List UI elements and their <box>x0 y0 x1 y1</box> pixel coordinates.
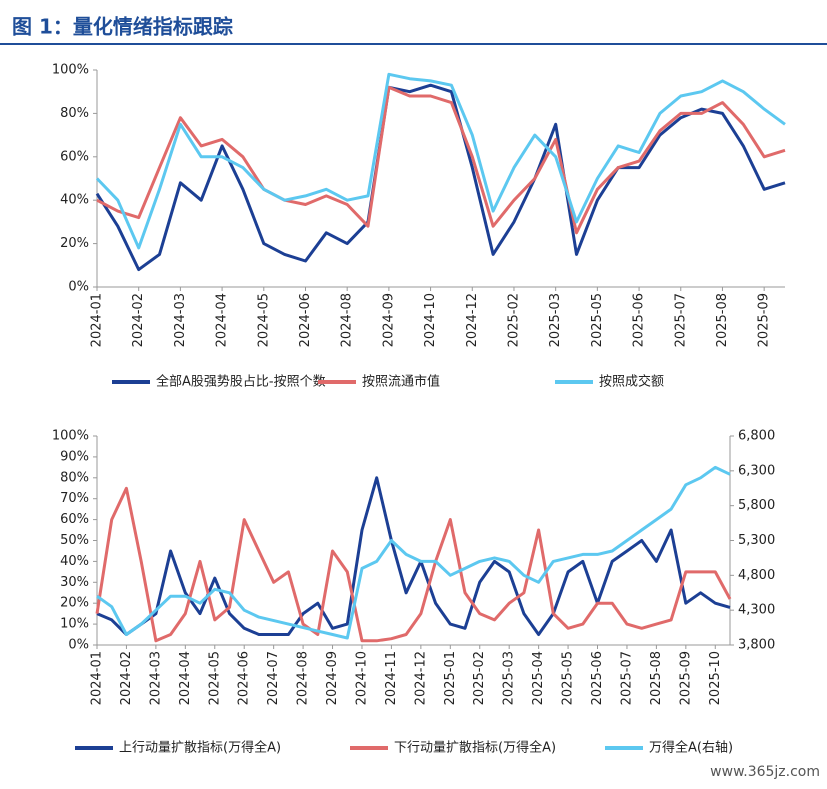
x-tick-label: 2024-10 <box>423 293 438 347</box>
x-tick-label: 2025-07 <box>619 651 634 705</box>
x-tick-label: 2025-05 <box>561 651 576 705</box>
x-tick-label: 2024-06 <box>237 651 252 705</box>
y-tick-label: 100% <box>52 63 89 78</box>
y2-tick-label: 5,800 <box>738 498 775 513</box>
x-tick-label: 2024-05 <box>207 651 222 705</box>
x-tick-label: 2024-01 <box>90 651 105 705</box>
x-tick-label: 2025-08 <box>649 651 664 705</box>
y-tick-label: 0% <box>68 280 89 295</box>
legend-label: 按照成交额 <box>599 374 664 390</box>
legend-label: 按照流通市值 <box>362 374 440 390</box>
y-tick-label: 0% <box>68 638 89 653</box>
figure-title: 图 1：量化情绪指标跟踪 <box>12 15 233 39</box>
x-tick-label: 2024-01 <box>90 293 105 347</box>
x-tick-label: 2025-01 <box>443 651 458 705</box>
x-tick-label: 2024-12 <box>465 293 480 347</box>
y-tick-label: 40% <box>60 193 89 208</box>
series-line <box>95 83 786 272</box>
series-line <box>96 85 786 235</box>
x-tick-label: 2024-08 <box>340 293 355 347</box>
x-tick-label: 2024-03 <box>148 651 163 705</box>
x-tick-label: 2024-02 <box>119 651 134 705</box>
watermark: www.365jz.com <box>710 764 820 780</box>
series-line <box>96 476 731 636</box>
y-tick-label: 40% <box>60 554 89 569</box>
y-tick-label: 20% <box>60 236 89 251</box>
x-tick-label: 2025-08 <box>715 293 730 347</box>
x-tick-label: 2024-12 <box>413 651 428 705</box>
y-tick-label: 10% <box>60 617 89 632</box>
y-tick-label: 50% <box>60 533 89 548</box>
y-tick-label: 80% <box>60 106 89 121</box>
x-tick-label: 2025-02 <box>506 293 521 347</box>
y2-tick-label: 3,800 <box>738 638 775 653</box>
x-tick-label: 2024-09 <box>381 293 396 347</box>
x-tick-label: 2024-09 <box>325 651 340 705</box>
x-tick-label: 2024-02 <box>131 293 146 347</box>
x-tick-label: 2024-04 <box>215 293 230 347</box>
legend-label: 下行动量扩散指标(万得全A) <box>394 740 556 756</box>
y-tick-label: 90% <box>60 449 89 464</box>
series-line <box>95 72 786 250</box>
y-tick-label: 30% <box>60 575 89 590</box>
y-tick-label: 60% <box>60 149 89 164</box>
y2-tick-label: 4,800 <box>738 568 775 583</box>
y-tick-label: 80% <box>60 470 89 485</box>
series-line <box>96 465 731 640</box>
x-tick-label: 2025-02 <box>472 651 487 705</box>
x-tick-label: 2024-08 <box>296 651 311 705</box>
x-tick-label: 2025-04 <box>531 651 546 705</box>
x-tick-label: 2025-06 <box>590 651 605 705</box>
x-tick-label: 2024-07 <box>266 651 281 705</box>
x-tick-label: 2024-10 <box>354 651 369 705</box>
legend-label: 万得全A(右轴) <box>649 740 733 756</box>
x-tick-label: 2024-06 <box>298 293 313 347</box>
x-tick-label: 2025-10 <box>708 651 723 705</box>
y-tick-label: 100% <box>52 429 89 444</box>
y2-tick-label: 6,300 <box>738 463 775 478</box>
y2-tick-label: 6,800 <box>738 429 775 444</box>
x-tick-label: 2025-05 <box>590 293 605 347</box>
x-tick-label: 2024-05 <box>256 293 271 347</box>
y-tick-label: 60% <box>60 512 89 527</box>
legend-label: 全部A股强势股占比-按照个数 <box>156 374 326 390</box>
legend-label: 上行动量扩散指标(万得全A) <box>119 740 281 756</box>
x-tick-label: 2024-04 <box>178 651 193 705</box>
y2-tick-label: 5,300 <box>738 533 775 548</box>
x-tick-label: 2025-06 <box>632 293 647 347</box>
x-tick-label: 2025-09 <box>678 651 693 705</box>
x-tick-label: 2025-03 <box>502 651 517 705</box>
x-tick-label: 2024-03 <box>173 293 188 347</box>
series-line <box>95 486 732 643</box>
x-tick-label: 2024-11 <box>384 651 399 705</box>
x-tick-label: 2025-03 <box>548 293 563 347</box>
x-tick-label: 2025-09 <box>757 293 772 347</box>
y2-tick-label: 4,300 <box>738 603 775 618</box>
x-tick-label: 2025-07 <box>673 293 688 347</box>
y-tick-label: 70% <box>60 491 89 506</box>
y-tick-label: 20% <box>60 596 89 611</box>
